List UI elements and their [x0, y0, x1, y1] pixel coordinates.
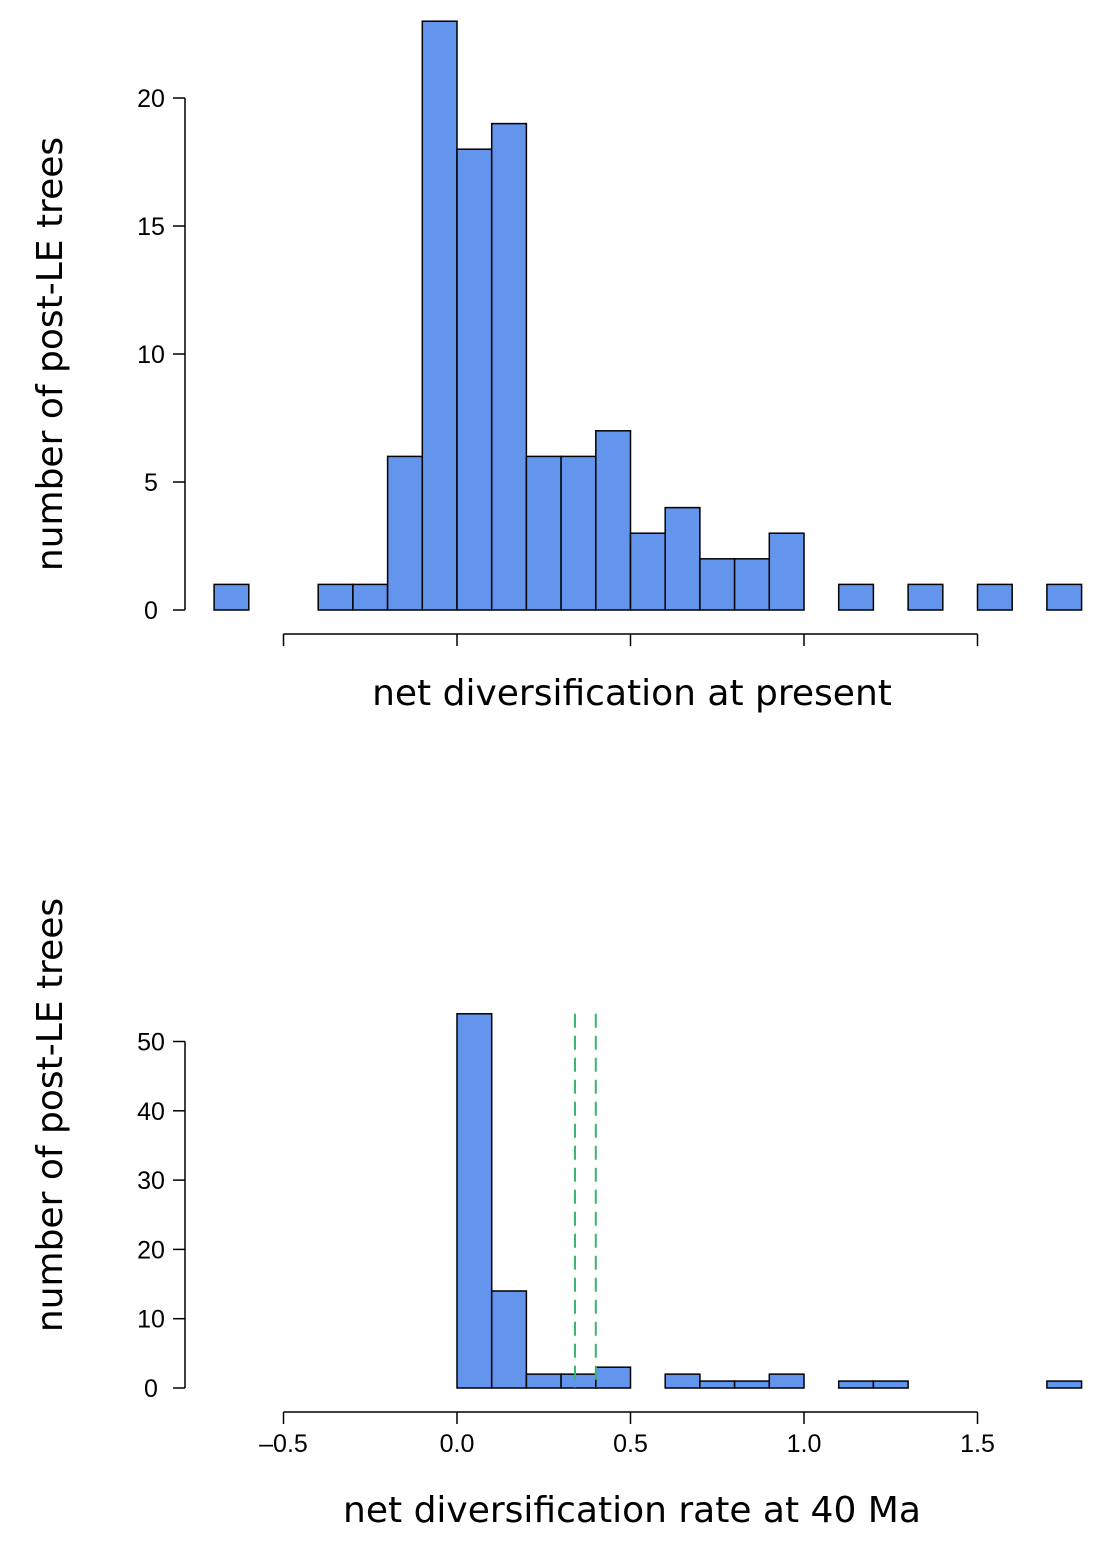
histogram-bar	[699, 558, 736, 611]
histogram-bar	[525, 1373, 562, 1389]
x-tick-label: 1.5	[960, 1430, 995, 1458]
histogram-bar	[560, 1373, 597, 1389]
histogram-bar	[699, 1380, 736, 1389]
histogram-bar	[664, 1373, 701, 1389]
histogram-bar	[317, 583, 354, 611]
x-tick-label: 0.5	[613, 1430, 648, 1458]
histogram-bar	[490, 122, 528, 611]
y-tick-label: 10	[137, 341, 165, 369]
histogram-bar	[386, 455, 424, 611]
y-tick-label: 10	[137, 1306, 165, 1334]
y-tick-label: 5	[144, 469, 158, 497]
histogram-bar	[872, 1380, 909, 1389]
x-tick-label: –0.5	[259, 1430, 308, 1458]
y-tick-label: 15	[137, 213, 165, 241]
y-tick-label: 40	[137, 1098, 165, 1126]
histogram-bar	[1046, 583, 1083, 611]
histogram-bar	[768, 532, 805, 611]
histogram-bar	[907, 583, 944, 611]
histogram-bar	[213, 583, 250, 611]
y-tick-label: 20	[137, 1236, 165, 1264]
panel-net-diversification-40ma: 0 10 20 30 40 50 –0.5 0.0 0.5 1.0 1.5 net diversifi…	[30, 898, 1083, 1531]
x-tick-label: 0.0	[440, 1430, 475, 1458]
histogram-bar	[352, 583, 389, 611]
y-tick-label: 50	[137, 1029, 165, 1057]
histogram-bar	[837, 583, 875, 611]
y-tick-label: 0	[144, 597, 158, 625]
histogram-bar	[837, 1380, 875, 1389]
panel-net-diversification-present: 0 5 10 15 20 net diversification at present nu…	[30, 20, 1083, 714]
histogram-bar	[768, 1373, 805, 1389]
x-tick-label: 1.0	[787, 1430, 822, 1458]
histogram-bar	[629, 532, 666, 611]
histogram-bar	[976, 583, 1013, 611]
y-tick-label: 0	[144, 1375, 158, 1403]
histogram-bar	[733, 558, 771, 611]
histogram-bar	[456, 1013, 493, 1389]
y-axis-title: number of post-LE trees	[30, 137, 71, 571]
histogram-bar	[525, 455, 562, 611]
histogram-bar	[456, 148, 493, 611]
x-axis-title: net diversification at present	[372, 673, 892, 714]
histogram-bar	[733, 1380, 771, 1389]
histogram-bar	[1046, 1380, 1083, 1389]
histogram-bar	[490, 1290, 528, 1389]
histogram-bar	[421, 20, 458, 611]
histogram-bar	[595, 430, 632, 611]
y-tick-label: 20	[137, 85, 165, 113]
histogram-bar	[595, 1366, 632, 1389]
histogram-bar	[664, 506, 701, 611]
histogram-bar	[560, 455, 597, 611]
x-axis-title: net diversification rate at 40 Ma	[343, 1490, 921, 1531]
y-tick-label: 30	[137, 1167, 165, 1195]
y-axis-title: number of post-LE trees	[30, 898, 71, 1332]
